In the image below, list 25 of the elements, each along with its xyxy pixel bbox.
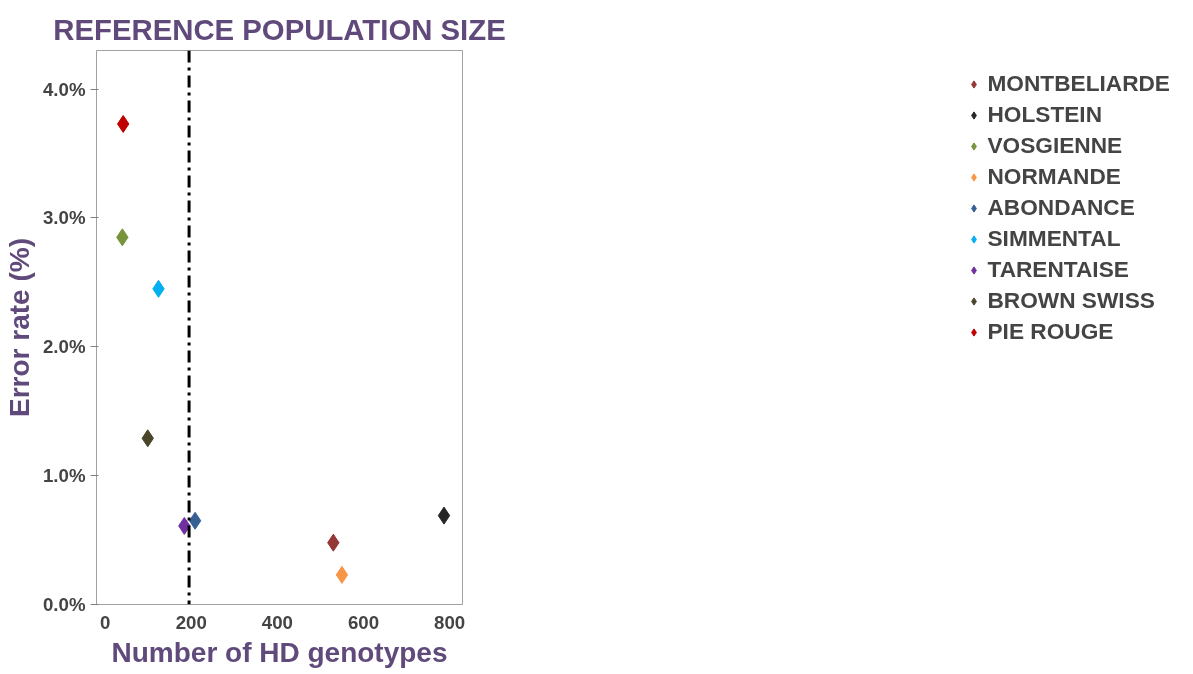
x-tick-label: 200 (175, 611, 207, 633)
legend-label: NORMANDE (987, 163, 1121, 190)
legend-label: ABONDANCE (987, 194, 1135, 221)
chart-title: REFERENCE POPULATION SIZE (53, 12, 506, 46)
legend-label: VOSGIENNE (987, 132, 1123, 159)
y-tick-label: 2.0% (42, 336, 86, 358)
legend-label: SIMMENTAL (987, 225, 1121, 252)
y-tick-label: 4.0% (42, 78, 86, 100)
x-tick-label: 0 (99, 611, 111, 633)
legend-label: BROWN SWISS (987, 287, 1155, 314)
x-axis-title: Number of HD genotypes (111, 636, 448, 668)
x-tick-label: 600 (347, 611, 380, 633)
legend-label: HOLSTEIN (987, 101, 1103, 128)
x-tick-label: 800 (434, 611, 466, 633)
x-tick-label: 400 (261, 611, 293, 633)
point (437, 506, 451, 525)
y-axis-title: Error rate (%) (3, 238, 35, 417)
legend-label: PIE ROUGE (987, 318, 1114, 345)
y-tick-label: 3.0% (42, 207, 86, 229)
point (335, 565, 349, 584)
y-tick-label: 0.0% (42, 594, 86, 615)
point (188, 511, 202, 530)
legend-label: MONTBELIARDE (987, 70, 1170, 97)
y-tick-label: 1.0% (42, 465, 86, 487)
legend-label: TARENTAISE (987, 256, 1129, 283)
